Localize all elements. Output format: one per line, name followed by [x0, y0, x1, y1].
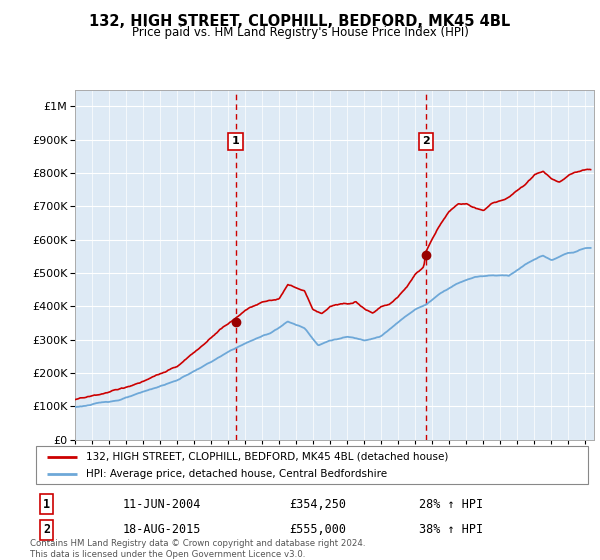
Text: Contains HM Land Registry data © Crown copyright and database right 2024.
This d: Contains HM Land Registry data © Crown c…: [30, 539, 365, 559]
Text: 38% ↑ HPI: 38% ↑ HPI: [419, 524, 483, 536]
Text: 28% ↑ HPI: 28% ↑ HPI: [419, 498, 483, 511]
Text: 1: 1: [43, 498, 50, 511]
Text: 2: 2: [422, 136, 430, 146]
Text: 132, HIGH STREET, CLOPHILL, BEDFORD, MK45 4BL (detached house): 132, HIGH STREET, CLOPHILL, BEDFORD, MK4…: [86, 451, 448, 461]
Text: £354,250: £354,250: [289, 498, 346, 511]
Text: 18-AUG-2015: 18-AUG-2015: [122, 524, 201, 536]
FancyBboxPatch shape: [36, 446, 588, 484]
Text: 2: 2: [43, 524, 50, 536]
Text: 132, HIGH STREET, CLOPHILL, BEDFORD, MK45 4BL: 132, HIGH STREET, CLOPHILL, BEDFORD, MK4…: [89, 14, 511, 29]
Text: £555,000: £555,000: [289, 524, 346, 536]
Text: HPI: Average price, detached house, Central Bedfordshire: HPI: Average price, detached house, Cent…: [86, 469, 387, 479]
Text: Price paid vs. HM Land Registry's House Price Index (HPI): Price paid vs. HM Land Registry's House …: [131, 26, 469, 39]
Text: 1: 1: [232, 136, 239, 146]
Text: 11-JUN-2004: 11-JUN-2004: [122, 498, 201, 511]
